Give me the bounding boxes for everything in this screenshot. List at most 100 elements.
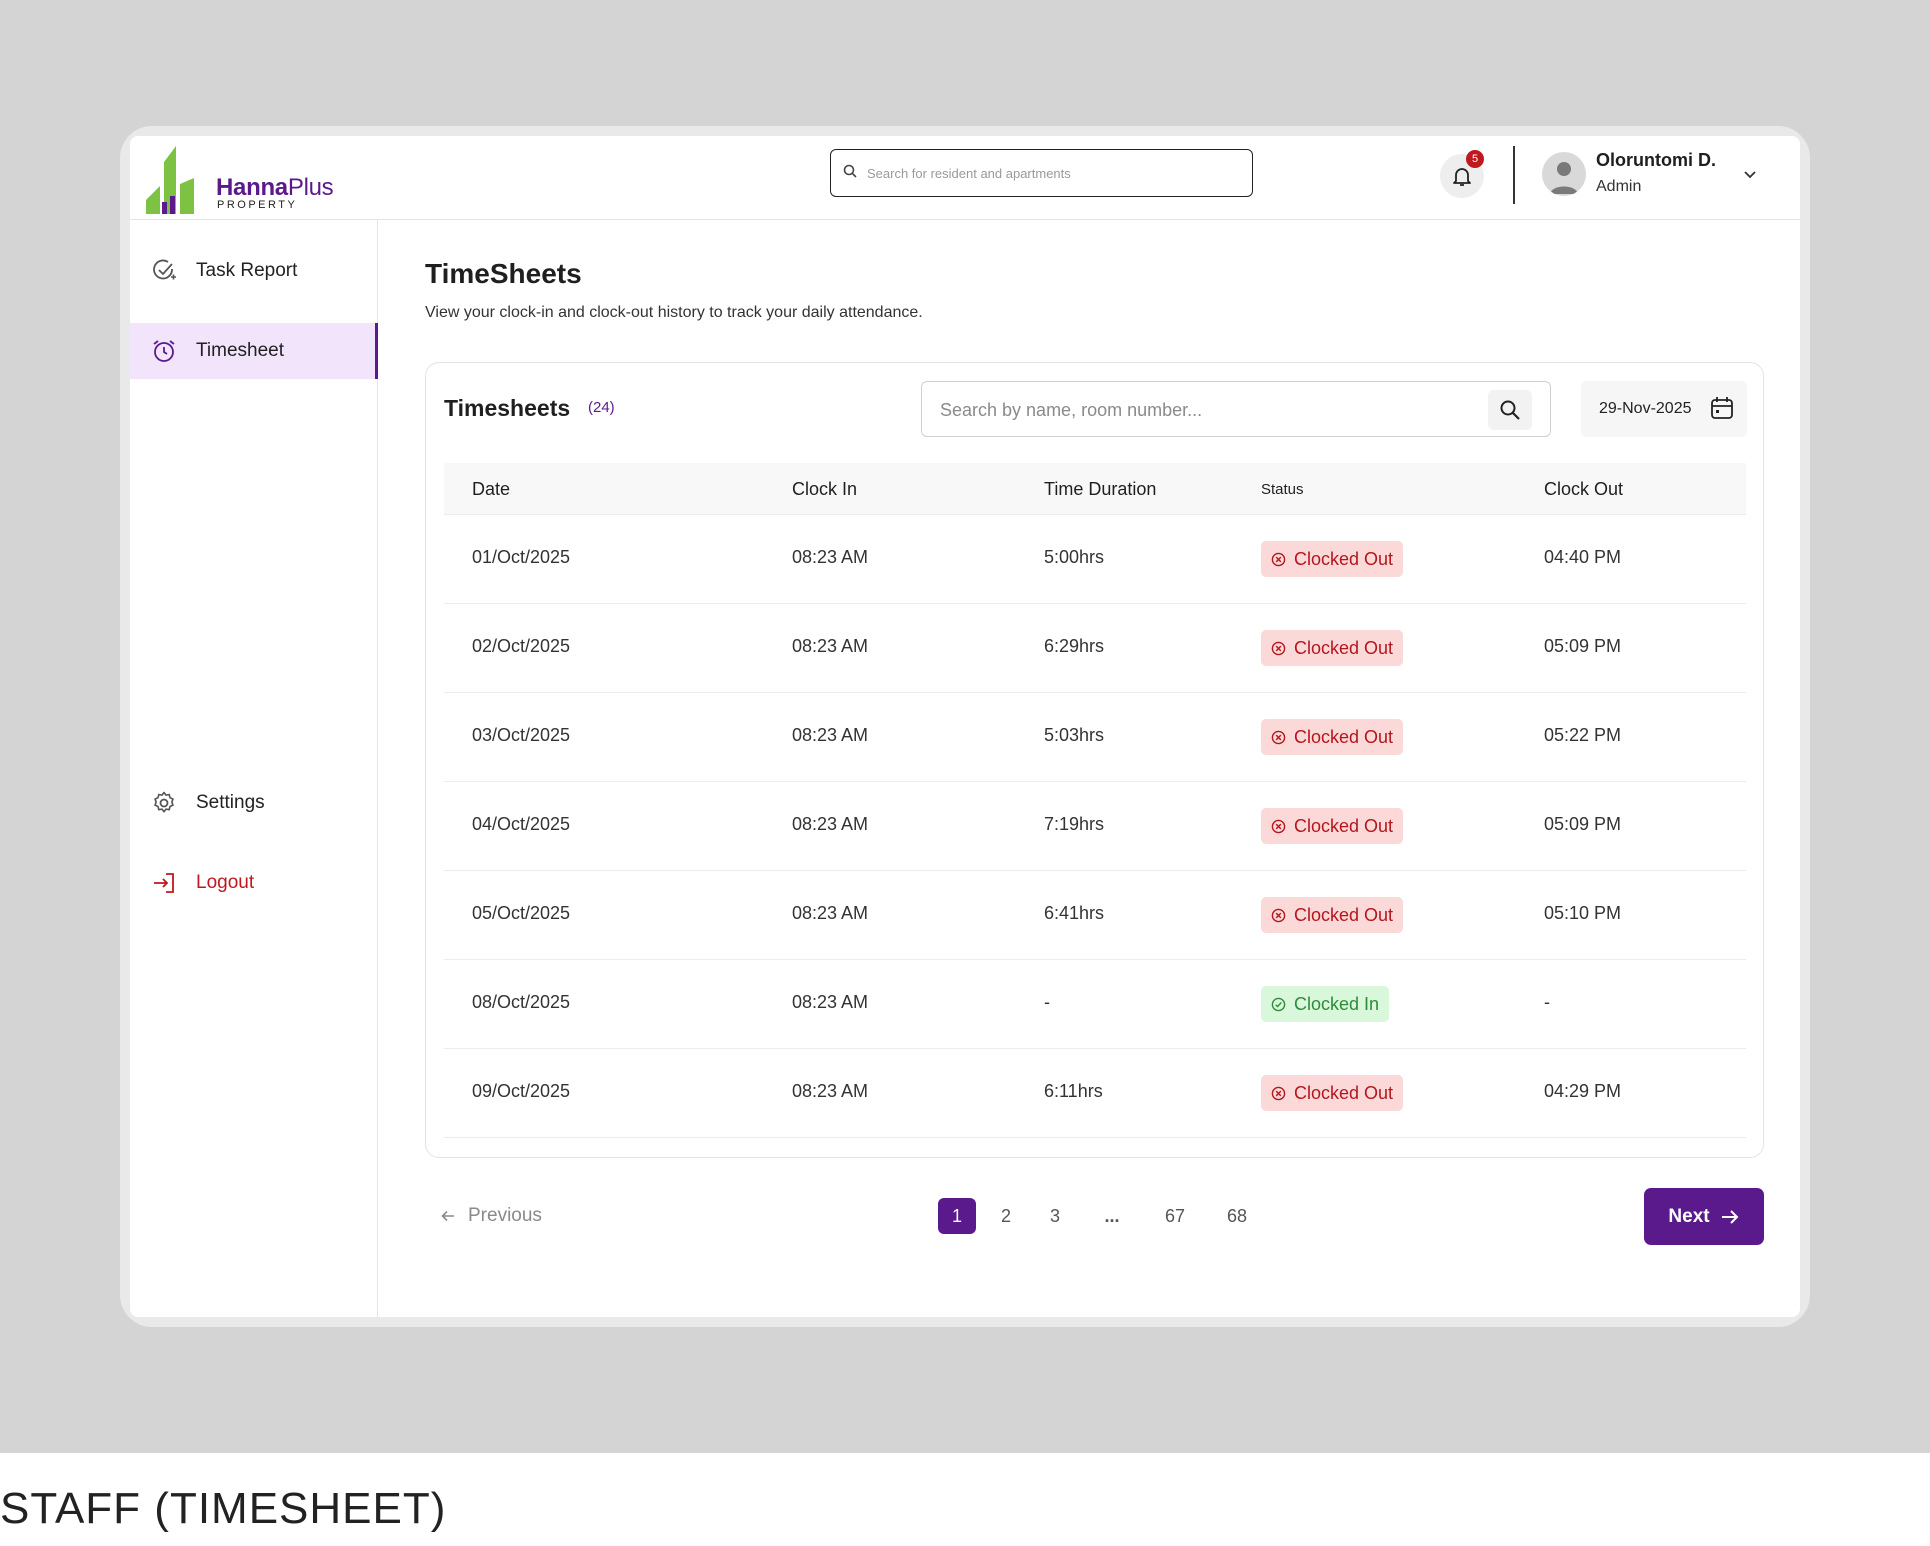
logout-icon [150,869,178,897]
page-3[interactable]: 3 [1049,1205,1060,1226]
table-row[interactable]: 03/Oct/2025 08:23 AM 5:03hrs Clocked Out 05:… [444,693,1746,782]
cell-date: 03/Oct/2025 [472,725,571,745]
sidebar-item-logout[interactable]: Logout [130,855,378,911]
next-label: Next [1668,1205,1710,1227]
global-search-input[interactable] [867,160,1237,186]
calendar-icon [1711,397,1733,419]
status-label: Clocked Out [1294,548,1394,569]
sidebar-item-label: Settings [196,792,265,813]
header-divider [1513,146,1515,204]
table-row[interactable]: 04/Oct/2025 08:23 AM 7:19hrs Clocked Out 05:… [444,782,1746,871]
chevron-down-icon[interactable] [1742,166,1758,182]
cell-duration: 5:00hrs [1044,547,1105,567]
table-row[interactable]: 08/Oct/2025 08:23 AM - Clocked In - [444,960,1746,1049]
cell-date: 02/Oct/2025 [472,636,571,656]
column-header-duration[interactable]: Time Duration [1044,479,1157,499]
page-ellipsis: ... [1104,1205,1120,1226]
table-search-input[interactable] [940,396,1460,424]
brand-sub: PROPERTY [217,199,298,211]
cell-clock-in: 08:23 AM [792,814,869,834]
x-circle-icon [1271,1086,1286,1101]
alarm-clock-icon [150,337,178,365]
date-filter[interactable]: 29-Nov-2025 [1581,381,1747,437]
sidebar-item-label: Logout [196,872,255,893]
cell-duration: - [1044,992,1050,1012]
cell-duration: 6:29hrs [1044,636,1105,656]
sidebar-item-task-report[interactable]: Task Report [130,243,378,299]
table-row[interactable]: 09/Oct/2025 08:23 AM 6:11hrs Clocked Out 04:… [444,1049,1746,1138]
page-1[interactable]: 1 [938,1198,976,1234]
previous-label: Previous [468,1205,542,1226]
user-name: Oloruntomi D. [1596,150,1716,170]
search-icon [1500,400,1520,420]
cell-duration: 6:11hrs [1044,1081,1103,1101]
brand-logo[interactable]: HannaPlus PROPERTY [146,140,376,214]
column-header-clock-out[interactable]: Clock Out [1544,479,1624,499]
screen-caption: STAFF (TIMESHEET) [0,1484,447,1533]
table-row[interactable]: 05/Oct/2025 08:23 AM 6:41hrs Clocked Out 05:… [444,871,1746,960]
status-badge: Clocked Out [1261,630,1404,666]
column-header-date[interactable]: Date [472,479,511,499]
logo-mark-icon [146,146,194,214]
cell-date: 09/Oct/2025 [472,1081,571,1101]
check-circle-icon [1271,997,1286,1012]
cell-clock-in: 08:23 AM [792,992,869,1012]
cell-clock-out: 05:10 PM [1544,903,1622,923]
next-button[interactable]: Next [1644,1188,1764,1245]
x-circle-icon [1271,908,1286,923]
table-header: Date Clock In Time Duration Status Clock… [444,463,1746,515]
sidebar-item-settings[interactable]: Settings [130,775,378,831]
status-label: Clocked Out [1294,726,1394,747]
cell-duration: 5:03hrs [1044,725,1105,745]
status-badge: Clocked Out [1261,541,1404,577]
cell-clock-out: 05:22 PM [1544,725,1622,745]
cell-clock-in: 08:23 AM [792,903,869,923]
table-row[interactable]: 02/Oct/2025 08:23 AM 6:29hrs Clocked Out 05:… [444,604,1746,693]
cell-clock-in: 08:23 AM [792,636,869,656]
cell-date: 08/Oct/2025 [472,992,571,1012]
timesheet-card: Timesheets (24) 29-Nov-2025 Date Clock I… [425,362,1764,1158]
cell-clock-out: 04:40 PM [1544,547,1622,567]
status-badge: Clocked Out [1261,1075,1404,1111]
cell-date: 04/Oct/2025 [472,814,571,834]
status-label: Clocked Out [1294,637,1394,658]
global-search [830,149,1253,197]
arrow-right-icon [1720,1207,1740,1227]
top-header: HannaPlus PROPERTY 5 Oloruntomi D. Admin [130,136,1800,220]
x-circle-icon [1271,730,1286,745]
x-circle-icon [1271,641,1286,656]
cell-clock-out: 05:09 PM [1544,636,1622,656]
date-filter-value: 29-Nov-2025 [1599,400,1692,417]
cell-clock-in: 08:23 AM [792,547,869,567]
column-header-status[interactable]: Status [1261,481,1304,498]
status-label: Clocked Out [1294,904,1394,925]
task-check-icon [150,257,178,285]
notification-count-badge: 5 [1466,150,1484,168]
column-header-clock-in[interactable]: Clock In [792,479,858,499]
cell-clock-out: 05:09 PM [1544,814,1622,834]
x-circle-icon [1271,552,1286,567]
status-label: Clocked Out [1294,1082,1394,1103]
cell-duration: 6:41hrs [1044,903,1105,923]
status-badge: Clocked Out [1261,808,1404,844]
previous-button[interactable]: Previous [440,1205,542,1227]
page-68[interactable]: 68 [1226,1205,1248,1226]
table-search [921,381,1551,437]
sidebar-item-timesheet[interactable]: Timesheet [130,323,378,379]
page-67[interactable]: 67 [1164,1205,1186,1226]
cell-duration: 7:19hrs [1044,814,1105,834]
table-search-button[interactable] [1488,390,1532,430]
avatar[interactable] [1542,152,1586,196]
user-role: Admin [1596,178,1642,195]
status-label: Clocked In [1294,993,1380,1014]
status-badge: Clocked Out [1261,719,1404,755]
page-2[interactable]: 2 [1000,1205,1011,1226]
table-title: Timesheets [444,395,571,421]
cell-date: 05/Oct/2025 [472,903,571,923]
table-row[interactable]: 01/Oct/2025 08:23 AM 5:00hrs Clocked Out 04:… [444,515,1746,604]
status-badge: Clocked Out [1261,897,1404,933]
status-badge: Clocked In [1261,986,1390,1022]
user-silhouette-icon [1550,162,1578,194]
cell-clock-in: 08:23 AM [792,725,869,745]
app-window: HannaPlus PROPERTY 5 Oloruntomi D. Admin… [130,136,1800,1317]
